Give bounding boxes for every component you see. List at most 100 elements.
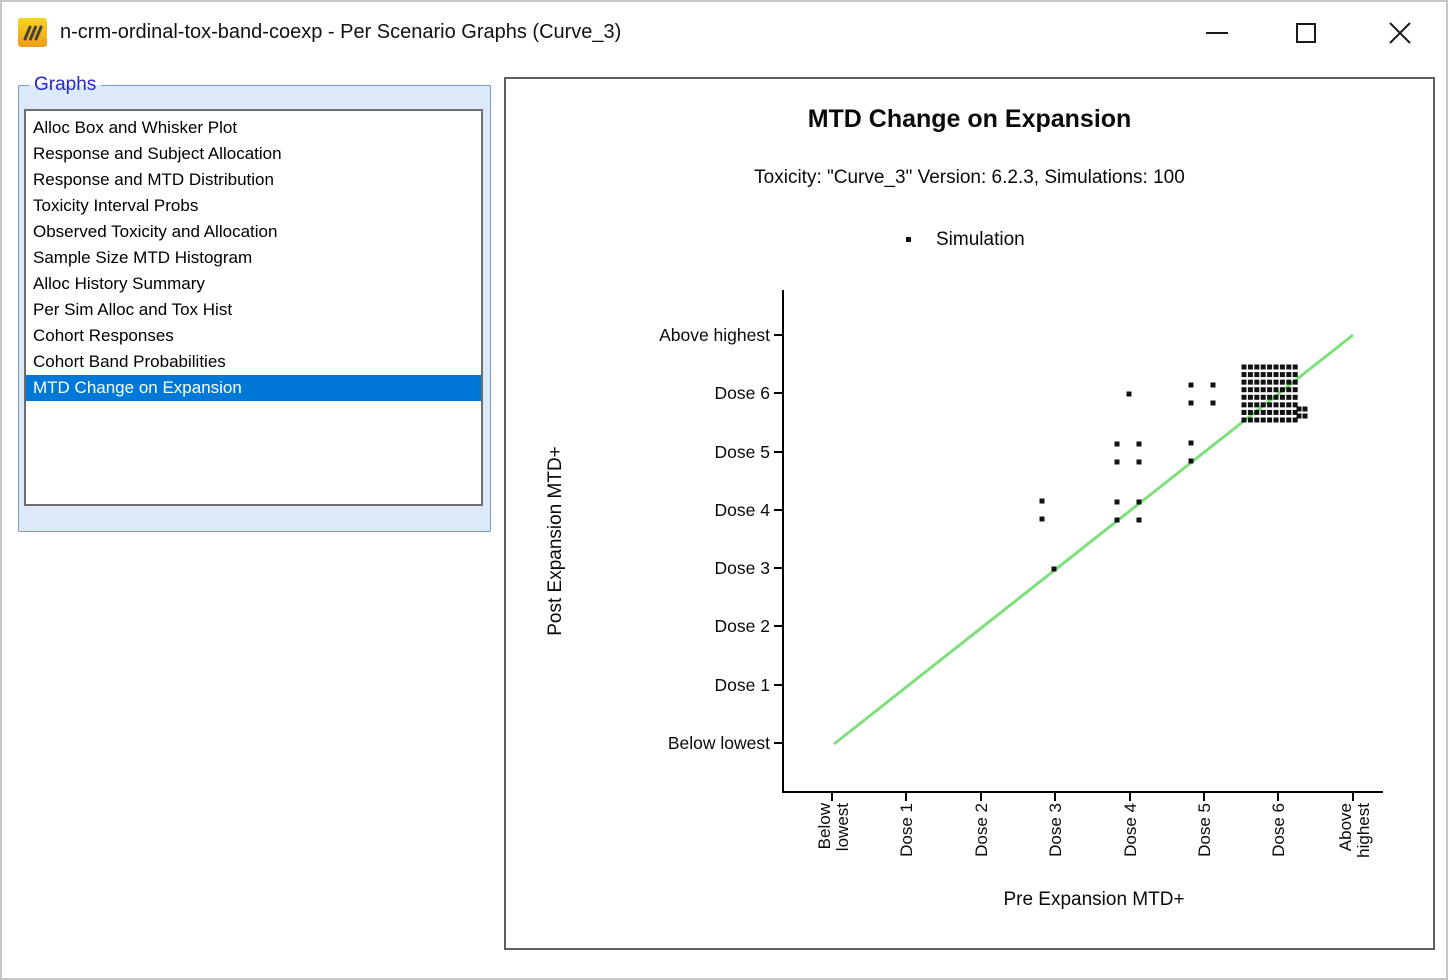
scatter-point — [1296, 406, 1302, 412]
scatter-point — [1247, 394, 1253, 400]
scatter-point — [1260, 394, 1266, 400]
x-axis-title: Pre Expansion MTD+ — [1003, 889, 1185, 910]
scatter-point — [1210, 400, 1216, 406]
scatter-point — [1210, 382, 1216, 388]
scatter-point — [1136, 499, 1142, 505]
x-tick-label: Belowlowest — [815, 802, 852, 851]
y-tick-label: Dose 2 — [715, 616, 770, 636]
scatter-point — [1254, 402, 1260, 408]
scatter-point — [1267, 372, 1273, 378]
scatter-point — [1260, 364, 1266, 370]
minimize-button[interactable] — [1193, 8, 1241, 58]
chart-panel: MTD Change on Expansion Toxicity: "Curve… — [504, 77, 1435, 950]
scatter-point — [1279, 417, 1285, 423]
scatter-point — [1260, 417, 1266, 423]
graphs-listbox[interactable]: Alloc Box and Whisker Plot Response and S… — [24, 109, 483, 506]
scatter-point — [1188, 382, 1194, 388]
scatter-point — [1254, 394, 1260, 400]
scatter-point — [1267, 394, 1273, 400]
scatter-point — [1279, 387, 1285, 393]
scatter-point — [1286, 394, 1292, 400]
scatter-point — [1188, 400, 1194, 406]
graph-list-item[interactable]: MTD Change on Expansion — [26, 375, 481, 401]
y-tick-label: Dose 3 — [715, 558, 770, 578]
scatter-point — [1241, 387, 1247, 393]
scatter-point — [1279, 372, 1285, 378]
scatter-point — [1292, 387, 1298, 393]
scatter-point — [1273, 409, 1279, 415]
x-tick-label: Dose 3 — [1046, 803, 1065, 857]
scatter-point — [1292, 364, 1298, 370]
scatter-point — [1247, 402, 1253, 408]
identity-line — [833, 333, 1354, 746]
close-button[interactable] — [1376, 8, 1424, 58]
scatter-point — [1254, 409, 1260, 415]
scatter-point — [1114, 517, 1120, 523]
graph-list-item[interactable]: Alloc History Summary — [33, 274, 205, 293]
scatter-point — [1292, 379, 1298, 385]
scatter-point — [1286, 409, 1292, 415]
scatter-point — [1286, 372, 1292, 378]
scatter-point — [1241, 409, 1247, 415]
x-tick-label: Dose 5 — [1195, 803, 1214, 857]
scatter-point — [1273, 402, 1279, 408]
scatter-point — [1241, 364, 1247, 370]
scatter-point — [1273, 372, 1279, 378]
scatter-point — [1286, 417, 1292, 423]
app-logo-icon — [18, 18, 47, 47]
y-tick-label: Above highest — [659, 325, 770, 345]
x-tick-label: Dose 4 — [1121, 803, 1140, 857]
scatter-point — [1254, 364, 1260, 370]
title-bar: n-crm-ordinal-tox-band-coexp - Per Scena… — [2, 2, 1446, 64]
scatter-point — [1241, 394, 1247, 400]
graph-list-item[interactable]: Observed Toxicity and Allocation — [33, 222, 278, 241]
scatter-point — [1241, 417, 1247, 423]
scatter-point — [1273, 387, 1279, 393]
scatter-point — [1260, 402, 1266, 408]
y-tick-label: Dose 5 — [715, 442, 770, 462]
minimize-icon — [1206, 32, 1228, 34]
scatter-point — [1279, 409, 1285, 415]
chart-subtitle: Toxicity: "Curve_3" Version: 6.2.3, Simu… — [754, 167, 1185, 188]
scatter-point — [1241, 372, 1247, 378]
scatter-point — [1126, 391, 1132, 397]
graph-list-item[interactable]: Sample Size MTD Histogram — [33, 248, 253, 267]
scatter-point — [1254, 379, 1260, 385]
scatter-point — [1247, 417, 1253, 423]
scatter-point — [1273, 379, 1279, 385]
x-tick-label: Dose 6 — [1269, 803, 1288, 857]
scatter-point — [1254, 417, 1260, 423]
scatter-point — [1260, 409, 1266, 415]
scatter-point — [1273, 364, 1279, 370]
maximize-button[interactable] — [1282, 8, 1330, 58]
graphs-group-label: Graphs — [34, 74, 97, 95]
scatter-point — [1136, 459, 1142, 465]
scatter-point — [1136, 441, 1142, 447]
scatter-point — [1302, 413, 1308, 419]
scatter-point — [1267, 379, 1273, 385]
scatter-point — [1247, 387, 1253, 393]
scatter-point — [1302, 406, 1308, 412]
scatter-point — [1292, 394, 1298, 400]
scatter-point — [1267, 409, 1273, 415]
scatter-point — [1247, 379, 1253, 385]
graph-list-item[interactable]: Cohort Responses — [33, 326, 174, 345]
graph-list-item[interactable]: Per Sim Alloc and Tox Hist — [33, 300, 233, 319]
graph-list-item[interactable]: Alloc Box and Whisker Plot — [33, 118, 238, 137]
y-tick-label: Dose 4 — [715, 500, 771, 520]
scatter-point — [1051, 566, 1057, 572]
scatter-point — [1267, 387, 1273, 393]
y-tick-label: Dose 1 — [715, 675, 770, 695]
scatter-point — [1241, 379, 1247, 385]
graph-list-item[interactable]: Cohort Band Probabilities — [33, 352, 226, 371]
x-tick-label: Dose 2 — [972, 803, 991, 857]
graph-list-item[interactable]: Response and MTD Distribution — [33, 170, 274, 189]
scatter-point — [1254, 387, 1260, 393]
scatter-point — [1260, 379, 1266, 385]
scatter-point — [1279, 394, 1285, 400]
scatter-point — [1260, 372, 1266, 378]
graph-list-item[interactable]: Toxicity Interval Probs — [33, 196, 199, 215]
graph-list-item[interactable]: Response and Subject Allocation — [33, 144, 282, 163]
scatter-point — [1292, 417, 1298, 423]
